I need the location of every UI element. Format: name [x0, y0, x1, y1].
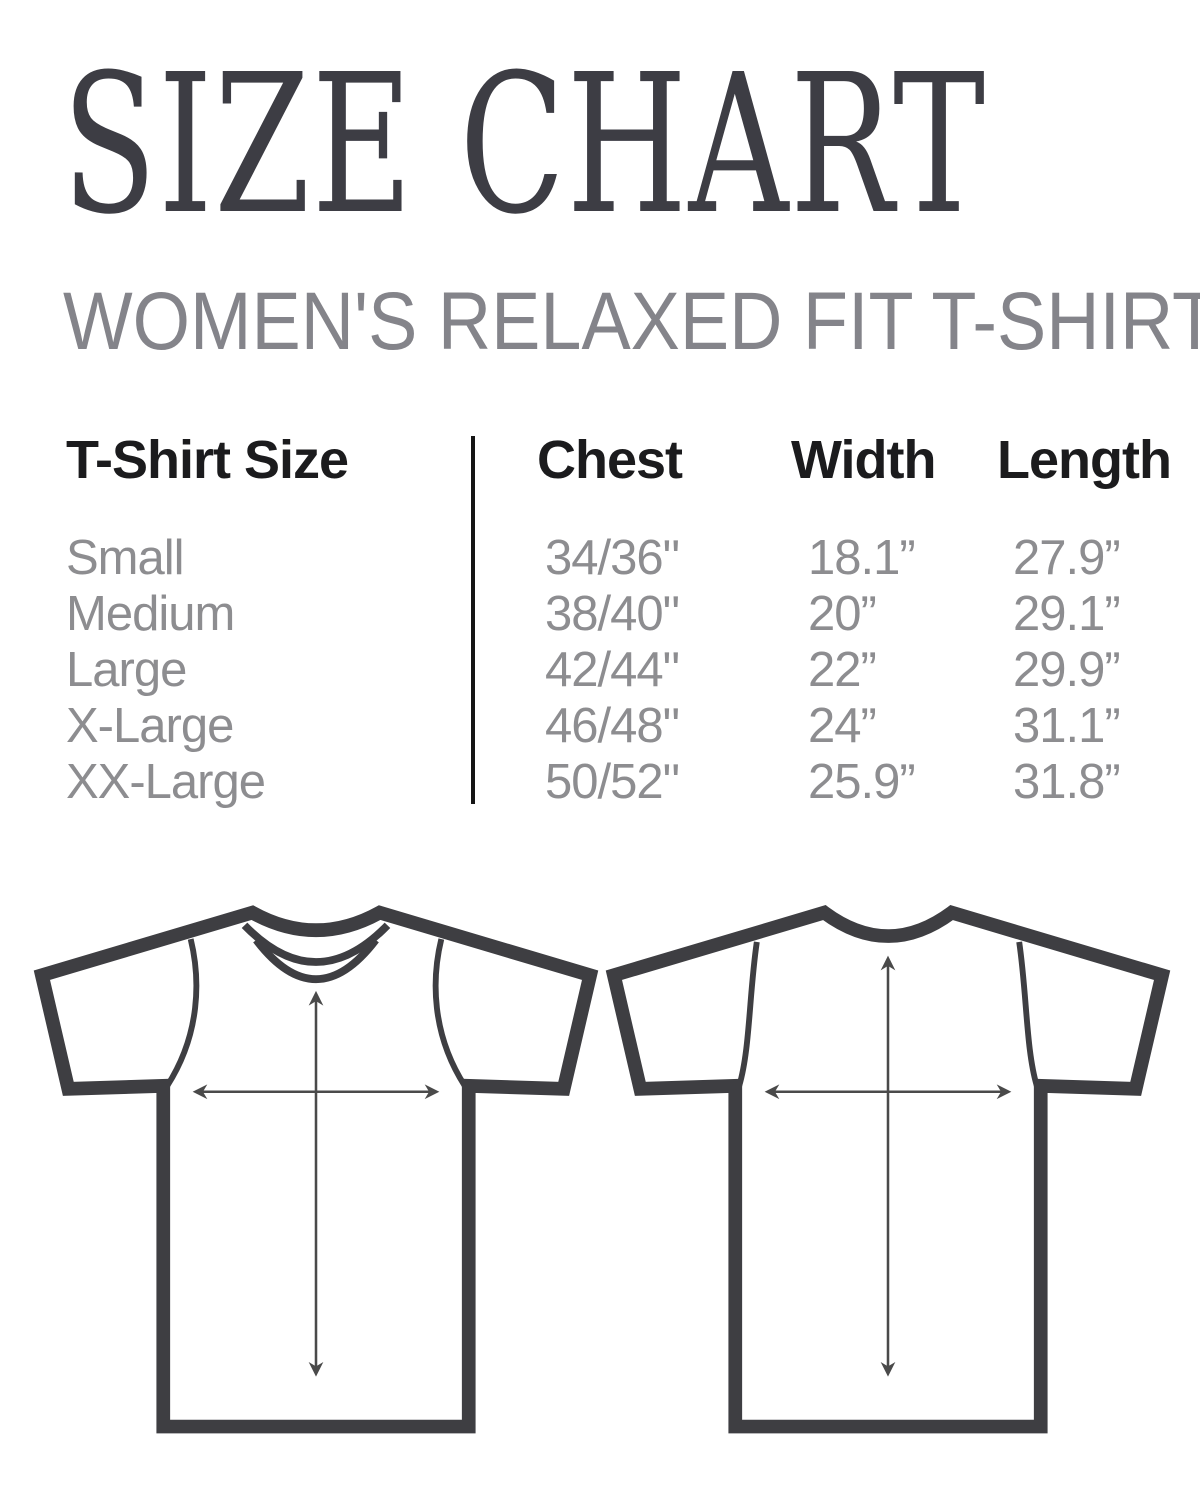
col-header-length: Length [997, 430, 1172, 490]
col-header-width: Width [791, 430, 936, 490]
armhole-seam-right [1016, 941, 1040, 1087]
size-table: T-Shirt Size Chest Width Length Small 34… [0, 430, 1200, 810]
table-row: Small 34/36" 18.1” 27.9” [0, 530, 1200, 586]
table-row: X-Large 46/48" 24” 31.1” [0, 698, 1200, 754]
tshirt-back-diagram [605, 905, 1171, 1434]
width-value: 24” [808, 699, 877, 753]
tshirt-front-diagram [33, 905, 599, 1434]
length-value: 31.1” [1013, 699, 1121, 753]
size-label: Small [66, 531, 185, 585]
length-measure-arrow [308, 990, 324, 1377]
chest-value: 38/40" [545, 587, 680, 641]
width-value: 18.1” [808, 531, 916, 585]
armhole-seam-right [432, 938, 468, 1088]
col-header-chest: Chest [537, 430, 683, 490]
table-row: Medium 38/40" 20” 29.1” [0, 586, 1200, 642]
tshirt-diagrams [30, 893, 1174, 1473]
width-value: 22” [808, 643, 877, 697]
length-value: 27.9” [1013, 531, 1121, 585]
page-title: SIZE CHART [62, 34, 987, 257]
table-row: XX-Large 50/52" 25.9” 31.8” [0, 754, 1200, 810]
length-value: 31.8” [1013, 755, 1121, 809]
chest-value: 46/48" [545, 699, 680, 753]
size-label: Large [66, 643, 187, 697]
armhole-seam-left [164, 938, 200, 1088]
width-value: 25.9” [808, 755, 916, 809]
chest-value: 50/52" [545, 755, 680, 809]
width-value: 20” [808, 587, 877, 641]
size-label: XX-Large [66, 755, 266, 809]
collar-inner-arc [253, 937, 379, 984]
length-value: 29.1” [1013, 587, 1121, 641]
length-value: 29.9” [1013, 643, 1121, 697]
col-header-size: T-Shirt Size [66, 430, 349, 490]
size-label: X-Large [66, 699, 234, 753]
size-label: Medium [66, 587, 235, 641]
length-measure-arrow [880, 955, 896, 1377]
chest-value: 34/36" [545, 531, 680, 585]
table-body: Small 34/36" 18.1” 27.9” Medium 38/40" 2… [0, 530, 1200, 810]
subtitle: WOMEN'S RELAXED FIT T-SHIRT [63, 276, 1200, 367]
table-divider-line [471, 436, 475, 804]
table-row: Large 42/44" 22” 29.9” [0, 642, 1200, 698]
chest-value: 42/44" [545, 643, 680, 697]
armhole-seam-left [736, 941, 760, 1087]
